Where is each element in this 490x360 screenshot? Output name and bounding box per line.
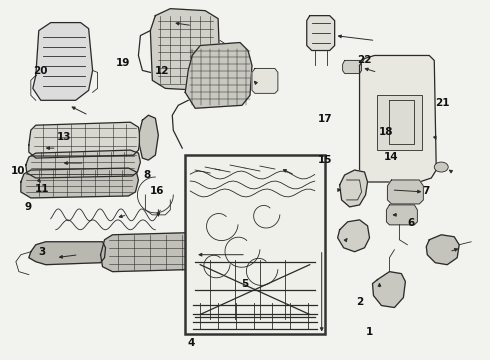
- Text: 20: 20: [33, 66, 47, 76]
- Polygon shape: [100, 233, 195, 272]
- Text: 10: 10: [11, 166, 25, 176]
- Polygon shape: [307, 15, 335, 50]
- Text: 11: 11: [35, 184, 49, 194]
- Polygon shape: [29, 122, 141, 158]
- Text: 4: 4: [188, 338, 195, 348]
- Text: 1: 1: [366, 327, 373, 337]
- Text: 18: 18: [379, 127, 394, 136]
- Text: 5: 5: [242, 279, 248, 289]
- Polygon shape: [26, 150, 141, 178]
- Text: 13: 13: [57, 132, 72, 142]
- Text: 6: 6: [407, 218, 415, 228]
- Text: 21: 21: [436, 98, 450, 108]
- Polygon shape: [29, 242, 105, 265]
- Polygon shape: [338, 220, 369, 252]
- Text: 22: 22: [357, 55, 372, 65]
- Polygon shape: [252, 68, 278, 93]
- Bar: [185, 155, 325, 334]
- Text: 3: 3: [39, 247, 46, 257]
- Text: 15: 15: [318, 155, 333, 165]
- Polygon shape: [21, 168, 138, 198]
- Polygon shape: [387, 205, 417, 225]
- Text: 19: 19: [116, 58, 130, 68]
- Polygon shape: [343, 60, 362, 73]
- Text: 16: 16: [150, 186, 164, 196]
- Polygon shape: [140, 115, 158, 160]
- Polygon shape: [388, 180, 423, 204]
- Text: 12: 12: [155, 66, 169, 76]
- Text: 17: 17: [318, 114, 333, 124]
- Polygon shape: [33, 23, 93, 100]
- Polygon shape: [340, 170, 368, 207]
- Polygon shape: [360, 55, 436, 182]
- Polygon shape: [426, 235, 459, 265]
- Text: 8: 8: [144, 170, 151, 180]
- Text: 2: 2: [356, 297, 363, 307]
- Polygon shape: [185, 42, 252, 108]
- Text: 14: 14: [384, 152, 399, 162]
- Bar: [377, 95, 422, 150]
- Polygon shape: [150, 9, 220, 90]
- Text: 9: 9: [24, 202, 31, 212]
- Polygon shape: [372, 272, 405, 307]
- Text: 7: 7: [422, 186, 429, 196]
- Ellipse shape: [434, 162, 448, 172]
